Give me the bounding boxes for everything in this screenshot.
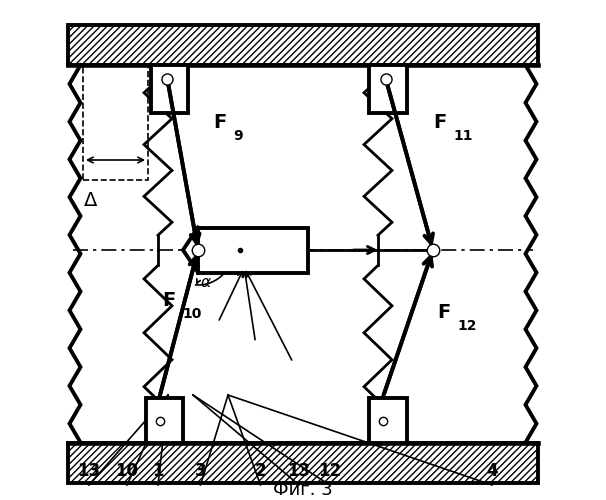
Bar [83, 65, 148, 180]
Text: 13: 13 [78, 462, 101, 480]
Bar [198, 228, 308, 272]
Bar [68, 442, 538, 482]
Text: 3: 3 [195, 462, 206, 480]
Bar [369, 398, 407, 442]
Text: F: F [213, 113, 226, 132]
Text: $\Delta$: $\Delta$ [83, 190, 98, 210]
Text: 9: 9 [233, 130, 242, 143]
Text: 13: 13 [287, 462, 310, 480]
Bar [145, 398, 183, 442]
Text: $\alpha$: $\alpha$ [199, 275, 211, 290]
Bar [150, 65, 188, 112]
Text: 11: 11 [453, 130, 473, 143]
Text: 10: 10 [182, 307, 201, 321]
Bar [68, 25, 538, 65]
Text: 12: 12 [457, 320, 476, 334]
Text: 2: 2 [255, 462, 266, 480]
Polygon shape [183, 228, 198, 272]
Bar [369, 65, 407, 112]
Text: F: F [437, 303, 450, 322]
Text: 1: 1 [152, 462, 164, 480]
Text: F: F [162, 290, 175, 310]
Text: Фиг. 3: Фиг. 3 [273, 481, 333, 499]
Text: F: F [433, 113, 446, 132]
Text: 12: 12 [318, 462, 341, 480]
Text: 4: 4 [486, 462, 498, 480]
Text: 10: 10 [116, 462, 139, 480]
